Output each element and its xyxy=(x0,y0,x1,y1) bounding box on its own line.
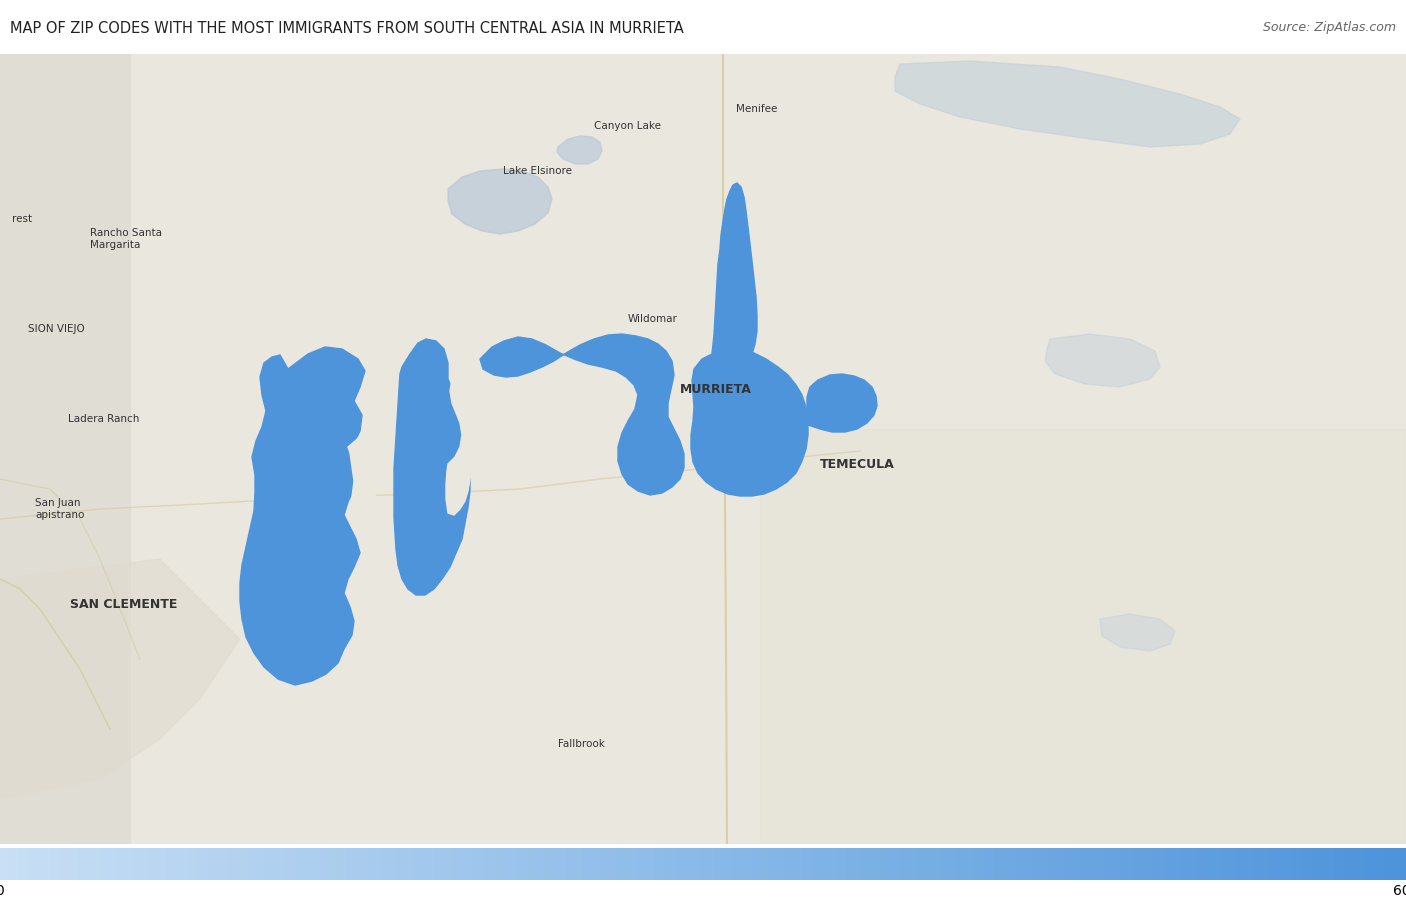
Text: Canyon Lake: Canyon Lake xyxy=(593,121,661,131)
Text: San Juan
apistrano: San Juan apistrano xyxy=(35,498,84,520)
Polygon shape xyxy=(690,349,808,496)
Text: Menifee: Menifee xyxy=(735,104,778,114)
Polygon shape xyxy=(349,355,392,537)
Text: Source: ZipAtlas.com: Source: ZipAtlas.com xyxy=(1263,21,1396,33)
Polygon shape xyxy=(479,334,683,495)
Text: SAN CLEMENTE: SAN CLEMENTE xyxy=(70,598,177,610)
Text: Lake Elsinore: Lake Elsinore xyxy=(503,166,572,176)
Bar xyxy=(0,54,129,844)
Text: rest: rest xyxy=(13,214,32,224)
Polygon shape xyxy=(557,136,602,164)
Polygon shape xyxy=(449,169,553,234)
Polygon shape xyxy=(0,559,240,799)
Polygon shape xyxy=(896,61,1240,147)
Text: Fallbrook: Fallbrook xyxy=(558,739,605,749)
Polygon shape xyxy=(394,339,470,595)
Text: Rancho Santa
Margarita: Rancho Santa Margarita xyxy=(90,228,162,250)
Text: MAP OF ZIP CODES WITH THE MOST IMMIGRANTS FROM SOUTH CENTRAL ASIA IN MURRIETA: MAP OF ZIP CODES WITH THE MOST IMMIGRANT… xyxy=(10,21,683,36)
Text: TEMECULA: TEMECULA xyxy=(820,458,894,470)
Polygon shape xyxy=(240,347,366,685)
Polygon shape xyxy=(807,374,877,432)
Polygon shape xyxy=(1099,614,1175,651)
Polygon shape xyxy=(1045,334,1160,387)
Polygon shape xyxy=(761,429,1406,844)
Text: SION VIEJO: SION VIEJO xyxy=(28,324,84,334)
Text: MURRIETA: MURRIETA xyxy=(681,382,752,396)
Polygon shape xyxy=(711,183,756,365)
Text: Wildomar: Wildomar xyxy=(628,314,678,324)
Text: Ladera Ranch: Ladera Ranch xyxy=(67,414,139,424)
Polygon shape xyxy=(446,361,477,515)
